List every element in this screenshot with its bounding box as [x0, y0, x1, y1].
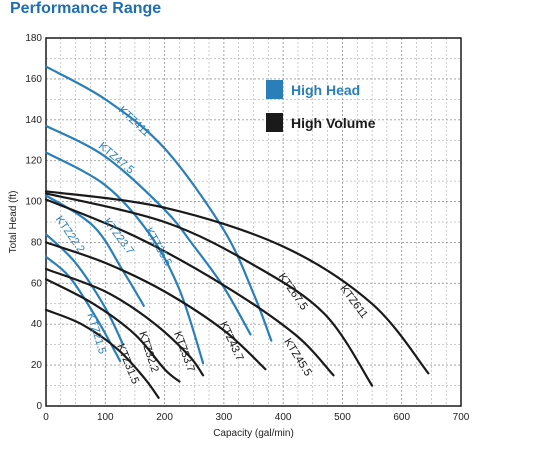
y-tick-label: 60 — [31, 278, 43, 289]
series-line-ktz67-5 — [44, 192, 374, 387]
legend: High Head High Volume — [266, 80, 376, 132]
x-tick-label: 600 — [393, 412, 410, 423]
x-tick-label: 200 — [156, 412, 173, 423]
series-label-ktz411: KTZ411 — [116, 104, 152, 139]
x-tick-label: 100 — [97, 412, 114, 423]
series-line-ktz43-7 — [44, 241, 267, 371]
y-tick-label: 80 — [31, 237, 43, 248]
series-label-ktz32-2: KTZ32.2 — [136, 330, 160, 374]
series-lines — [44, 65, 430, 399]
page-title: Performance Range — [10, 0, 162, 17]
x-tick-label: 400 — [275, 412, 292, 423]
series-label-ktz47-5: KTZ47.5 — [96, 140, 136, 176]
series-line-ktz33-7 — [44, 267, 205, 377]
x-tick-label: 0 — [43, 412, 49, 423]
y-tick-label: 20 — [31, 360, 43, 371]
series-line-ktz611 — [44, 190, 430, 375]
y-tick-label: 120 — [25, 156, 42, 167]
plot-frame — [45, 37, 462, 407]
y-tick-label: 40 — [31, 319, 43, 330]
plot-border — [45, 37, 462, 407]
series-label-ktz43-7: KTZ43.7 — [217, 320, 246, 363]
series-line-ktz411 — [44, 65, 273, 342]
series-label-ktz33-7: KTZ33.7 — [171, 330, 197, 374]
y-tick-label: 140 — [25, 115, 42, 126]
series-line-ktz35-5 — [44, 151, 205, 365]
x-axis-label: Capacity (gal/min) — [213, 428, 294, 439]
legend-label-high-volume: High Volume — [291, 115, 376, 131]
series-labels: KTZ411KTZ47.5KTZ35.5KTZ23.7KTZ22.2KTZ21.… — [53, 104, 370, 386]
y-axis-label: Total Head (ft) — [8, 191, 19, 254]
series-line-ktz45-5 — [44, 198, 335, 377]
series-line-ktz47-5 — [44, 124, 252, 336]
series-label-ktz35-5: KTZ35.5 — [143, 226, 174, 269]
series-line-ktz31-5 — [44, 308, 160, 399]
y-tick-label: 180 — [25, 33, 42, 44]
series-label-ktz31-5: KTZ31.5 — [114, 342, 141, 386]
y-tick-label: 100 — [25, 197, 42, 208]
legend-swatch-high-volume — [266, 113, 283, 132]
x-tick-label: 500 — [334, 412, 351, 423]
y-tick-label: 160 — [25, 74, 42, 85]
series-label-ktz45-5: KTZ45.5 — [281, 336, 314, 378]
legend-swatch-high-head — [266, 80, 283, 99]
legend-label-high-head: High Head — [291, 82, 360, 98]
series-label-ktz67-5: KTZ67.5 — [276, 271, 310, 312]
tick-labels: 0 100 200 300 400 500 600 700 0 20 40 60 80 100 120 140… — [25, 33, 469, 423]
x-tick-label: 700 — [453, 412, 470, 423]
series-line-ktz32-2 — [44, 278, 181, 383]
y-tick-label: 0 — [36, 401, 42, 412]
grid — [45, 37, 462, 407]
x-tick-label: 300 — [216, 412, 233, 423]
